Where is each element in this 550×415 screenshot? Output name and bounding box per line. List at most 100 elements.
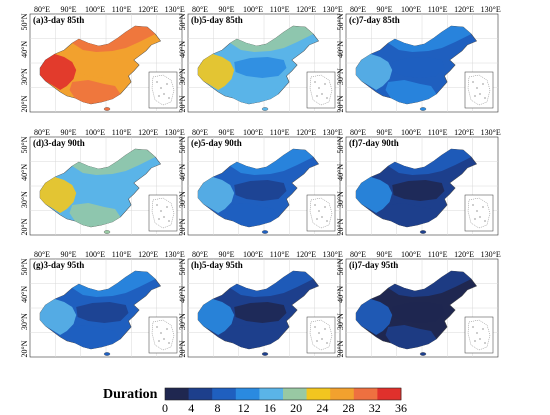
island-dot xyxy=(484,97,486,99)
lon-tick-label: 80°E xyxy=(34,128,50,137)
region-north xyxy=(72,271,156,297)
lat-tick-label: 30°N xyxy=(178,68,187,85)
island-dot xyxy=(163,338,165,340)
lon-tick-label: 90°E xyxy=(218,5,234,14)
lon-tick-label: 120°E xyxy=(138,250,158,259)
legend-tick-label: 32 xyxy=(369,401,381,415)
region-southwest xyxy=(198,177,235,213)
region-south xyxy=(385,325,437,349)
nine-dash-line xyxy=(309,74,333,106)
legend-swatch xyxy=(353,388,378,400)
island-dot xyxy=(472,326,474,328)
china-map xyxy=(197,148,320,234)
lon-tick-label: 90°E xyxy=(376,250,392,259)
lon-tick-label: 130°E xyxy=(165,128,185,137)
lat-tick-label: 50°N xyxy=(20,258,29,275)
inset-frame xyxy=(306,194,336,232)
lat-tick-label: 30°N xyxy=(20,68,29,85)
region-north xyxy=(72,26,156,52)
lat-tick-label: 20°N xyxy=(20,218,29,235)
lon-tick-label: 90°E xyxy=(60,128,76,137)
region-central xyxy=(392,302,445,323)
legend-tick-label: 0 xyxy=(162,401,168,415)
region-southwest xyxy=(356,54,393,90)
nine-dash-line xyxy=(467,319,491,351)
lon-tick-label: 110°E xyxy=(428,128,448,137)
lon-tick-label: 90°E xyxy=(60,250,76,259)
south-china-sea-inset xyxy=(464,194,494,232)
lon-tick-label: 130°E xyxy=(481,5,501,14)
lat-tick-label: 20°N xyxy=(20,95,29,112)
island-dot xyxy=(168,342,170,344)
island-dot xyxy=(316,340,318,342)
island-dot xyxy=(326,220,328,222)
lon-tick-label: 100°E xyxy=(243,128,263,137)
island xyxy=(419,352,427,356)
island-dot xyxy=(479,93,481,95)
nine-dash-line xyxy=(467,197,491,229)
lat-tick-label: 40°N xyxy=(20,41,29,58)
island-dot xyxy=(479,338,481,340)
island-dot xyxy=(476,210,478,212)
lon-tick-label: 80°E xyxy=(350,250,366,259)
region-north xyxy=(230,271,314,297)
island-dot xyxy=(324,328,326,330)
region-north xyxy=(388,26,472,52)
island-dot xyxy=(318,210,320,212)
region-south xyxy=(385,203,437,227)
region-central xyxy=(234,57,287,78)
island-dot xyxy=(168,220,170,222)
island-dot xyxy=(476,87,478,89)
panel-title: (c)7-day 85th xyxy=(349,15,400,25)
lon-tick-label: 100°E xyxy=(401,5,421,14)
south-china-sea-inset xyxy=(464,71,494,109)
legend-title: Duration xyxy=(103,387,158,402)
region-north xyxy=(388,149,472,175)
south-china-sea-inset xyxy=(464,316,494,354)
lon-tick-label: 100°E xyxy=(401,128,421,137)
south-china-sea-inset xyxy=(306,194,336,232)
inset-frame xyxy=(464,194,494,232)
china-map xyxy=(39,270,162,356)
island-dot xyxy=(324,206,326,208)
south-china-sea-inset xyxy=(306,71,336,109)
lat-tick-label: 30°N xyxy=(178,313,187,330)
legend-swatch xyxy=(188,388,213,400)
lon-tick-label: 80°E xyxy=(34,5,50,14)
china-map xyxy=(197,270,320,356)
region-south xyxy=(69,80,121,104)
lon-tick-label: 90°E xyxy=(218,128,234,137)
island-dot xyxy=(160,332,162,334)
lat-tick-label: 40°N xyxy=(20,164,29,181)
lon-tick-label: 130°E xyxy=(481,128,501,137)
region-central xyxy=(234,180,287,201)
region-central xyxy=(76,180,129,201)
lat-tick-label: 20°N xyxy=(178,218,187,235)
lat-tick-label: 20°N xyxy=(178,95,187,112)
lat-tick-label: 50°N xyxy=(178,136,187,153)
lat-tick-label: 40°N xyxy=(178,164,187,181)
island-dot xyxy=(326,342,328,344)
lon-tick-label: 90°E xyxy=(218,250,234,259)
lat-tick-label: 30°N xyxy=(336,313,345,330)
island-dot xyxy=(476,332,478,334)
south-china-sea-inset xyxy=(306,316,336,354)
island-dot xyxy=(482,83,484,85)
island-dot xyxy=(321,216,323,218)
island-dot xyxy=(158,95,160,97)
island-dot xyxy=(326,97,328,99)
lat-tick-label: 50°N xyxy=(20,136,29,153)
island-dot xyxy=(474,95,476,97)
island-dot xyxy=(479,216,481,218)
lon-tick-label: 80°E xyxy=(192,5,208,14)
lat-tick-label: 30°N xyxy=(178,191,187,208)
panel-title: (a)3-day 85th xyxy=(33,15,84,25)
region-central xyxy=(392,57,445,78)
island xyxy=(103,230,111,234)
legend-swatch xyxy=(330,388,355,400)
